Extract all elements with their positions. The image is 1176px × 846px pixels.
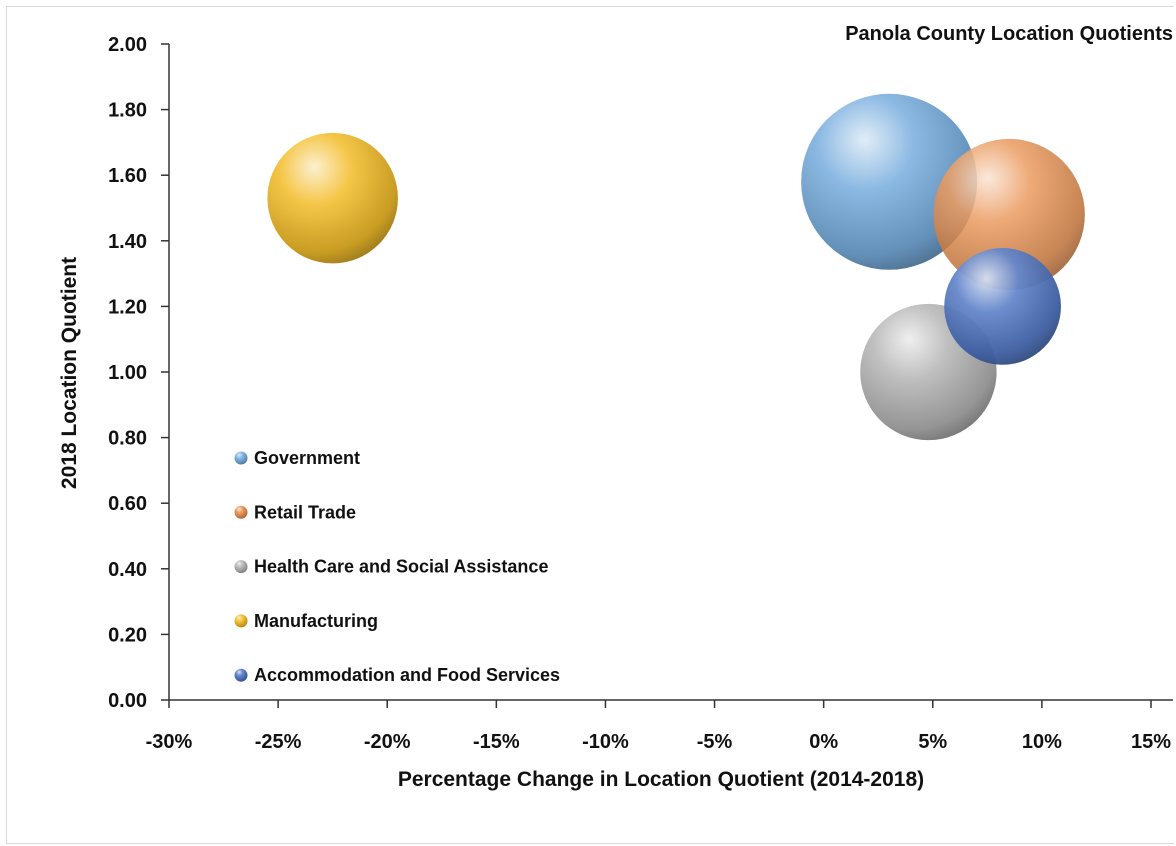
legend-label: Government [254, 448, 360, 468]
legend: Government Retail Trade Health Care and So… [234, 448, 560, 685]
y-tick-label: 0.80 [108, 428, 147, 450]
y-tick-label: 1.00 [108, 362, 147, 384]
legend-marker [234, 668, 248, 682]
x-tick-label: 0% [809, 731, 838, 753]
bubble-manufacturing [267, 132, 398, 264]
legend-marker [234, 451, 248, 465]
x-tick-label: -30% [146, 731, 193, 753]
legend-marker [234, 560, 248, 574]
x-tick-label: -20% [364, 731, 411, 753]
x-tick-label: -15% [473, 731, 520, 753]
chart-frame: 0.00 0.20 0.40 0.60 0.80 1.00 1.20 1.40 1.60 1.80… [6, 6, 1174, 844]
x-tick-label: -10% [582, 731, 629, 753]
y-tick-label: 0.00 [108, 690, 147, 712]
legend-label: Manufacturing [254, 611, 378, 631]
x-tick-label: -5% [697, 731, 733, 753]
y-tick-label: 1.80 [108, 100, 147, 122]
axes-layer: 0.00 0.20 0.40 0.60 0.80 1.00 1.20 1.40 1.60 1.80… [108, 34, 1173, 753]
y-tick-label: 2.00 [108, 34, 147, 56]
legend-label: Retail Trade [254, 502, 356, 522]
x-tick-label: 10% [1022, 731, 1062, 753]
legend-marker [234, 505, 248, 519]
x-tick-label: -25% [255, 731, 302, 753]
y-tick-label: 0.20 [108, 624, 147, 646]
bubble-government [801, 93, 978, 270]
x-axis-title: Percentage Change in Location Quotient (… [398, 768, 924, 791]
bubbles-layer [267, 93, 1085, 441]
chart-title: Panola County Location Quotients [845, 23, 1173, 45]
legend-marker [234, 614, 248, 628]
bubble-chart: 0.00 0.20 0.40 0.60 0.80 1.00 1.20 1.40 1.60 1.80… [58, 23, 1173, 791]
y-tick-label: 0.40 [108, 559, 147, 581]
y-axis-title: 2018 Location Quotient [58, 257, 81, 489]
bubble-accommodation-and-food-services [944, 248, 1061, 365]
x-tick-label: 5% [918, 731, 947, 753]
y-tick-label: 0.60 [108, 493, 147, 515]
bubble-retail-trade [933, 138, 1085, 291]
y-tick-label: 1.20 [108, 296, 147, 318]
legend-label: Accommodation and Food Services [254, 665, 560, 685]
legend-label: Health Care and Social Assistance [254, 557, 548, 577]
x-tick-label: 15% [1131, 731, 1171, 753]
y-tick-label: 1.40 [108, 231, 147, 253]
y-tick-label: 1.60 [108, 165, 147, 187]
